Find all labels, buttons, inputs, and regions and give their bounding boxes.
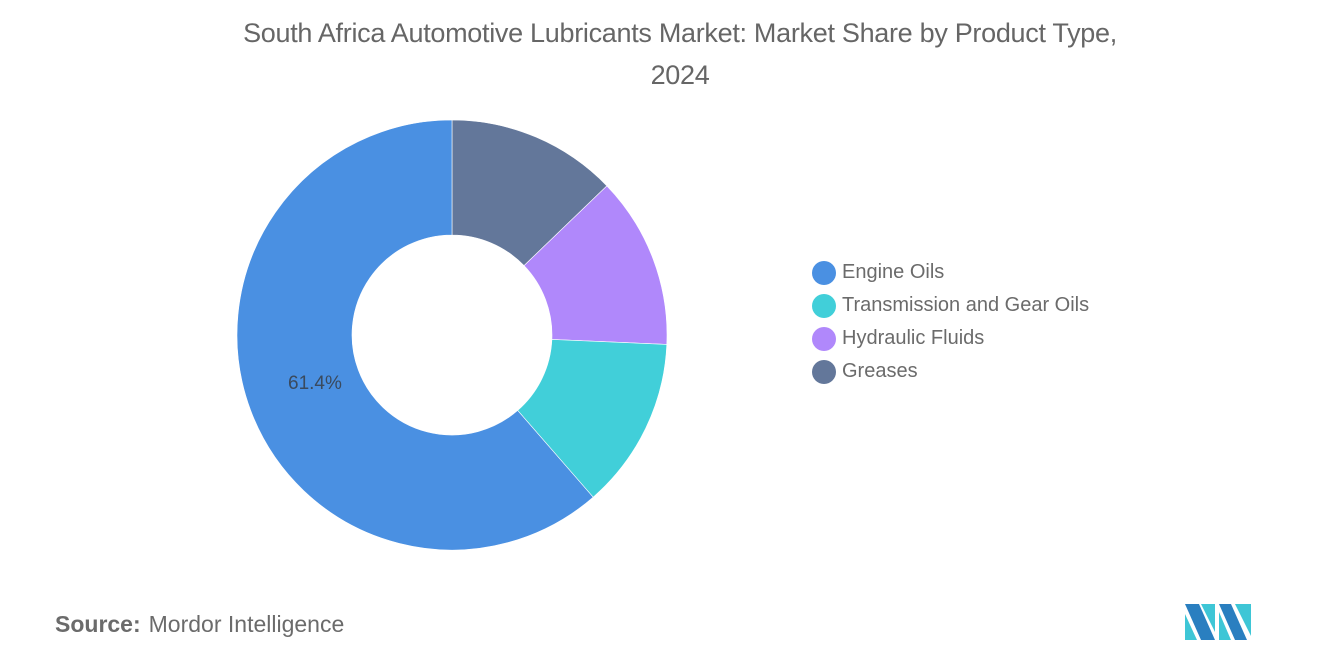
chart-title: South Africa Automotive Lubricants Marke… (0, 12, 1320, 96)
legend-item-hydraulic-fluids[interactable]: Hydraulic Fluids (812, 322, 1089, 355)
legend-label: Hydraulic Fluids (842, 327, 985, 349)
legend-label: Transmission and Gear Oils (842, 294, 1090, 316)
legend-item-engine-oils[interactable]: Engine Oils (812, 256, 1089, 289)
legend-label: Greases (842, 360, 918, 382)
chart-title-line-2: 2024 (650, 60, 710, 90)
donut-slices (236, 119, 668, 551)
legend-dot-icon (812, 260, 836, 285)
source-note: Source: Mordor Intelligence (55, 611, 344, 638)
source-key: Source: (55, 611, 141, 637)
engine-oils-data-label: 61.4% (288, 373, 342, 394)
legend-item-greases[interactable]: Greases (812, 355, 1089, 388)
donut-slice-transmission-and-gear-oils[interactable] (517, 339, 668, 498)
legend-dot-icon (812, 326, 836, 351)
mordor-intelligence-logo-icon (1185, 604, 1251, 640)
legend-dot-icon (812, 359, 836, 384)
legend-label: Engine Oils (842, 261, 945, 283)
donut-slice-hydraulic-fluids[interactable] (523, 185, 668, 345)
legend-dot-icon (812, 293, 836, 318)
donut-slice-greases[interactable] (451, 119, 608, 267)
chart-title-line-1: South Africa Automotive Lubricants Marke… (243, 18, 1117, 48)
chart-legend: Engine Oils Transmission and Gear Oils H… (812, 256, 1089, 388)
source-value: Mordor Intelligence (148, 611, 345, 637)
donut-slice-engine-oils[interactable] (236, 119, 594, 551)
legend-item-transmission-gear-oils[interactable]: Transmission and Gear Oils (812, 289, 1089, 322)
